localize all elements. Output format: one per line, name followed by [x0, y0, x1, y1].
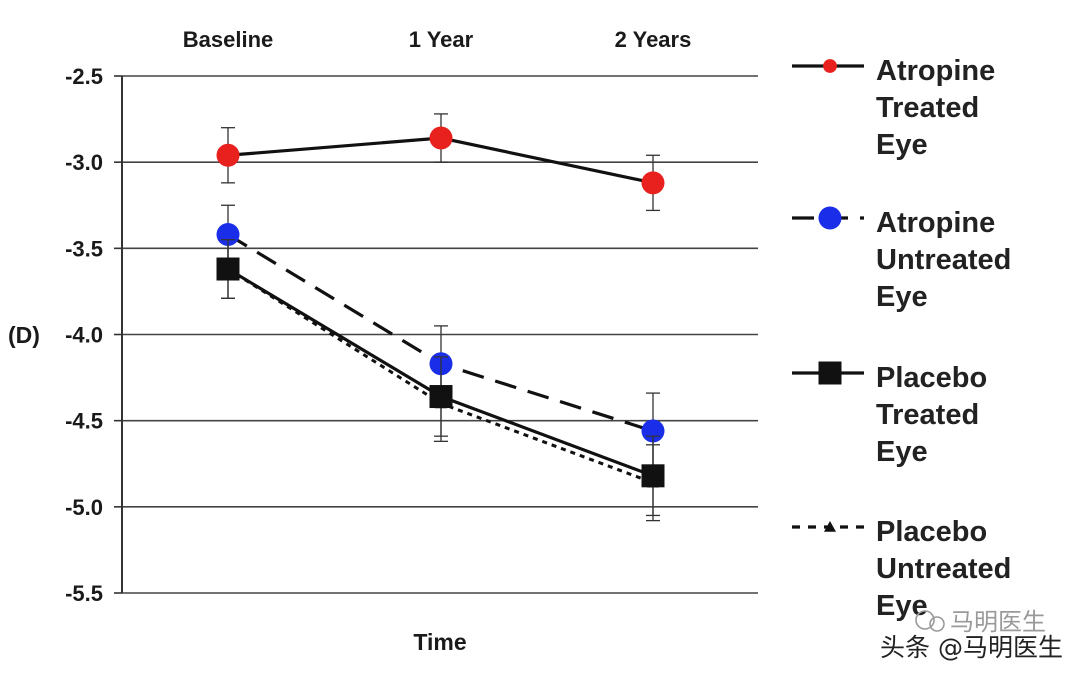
data-point [216, 257, 240, 281]
x-axis-title: Time [413, 629, 466, 655]
legend-item-1: Atropine Untreated Eye [792, 206, 1011, 313]
data-point [429, 126, 453, 150]
data-point [641, 171, 665, 195]
data-point [824, 521, 836, 532]
series-2 [216, 239, 665, 517]
x-tick-labels: Baseline 1 Year 2 Years [183, 27, 692, 52]
watermark-text: 头条 @马明医生 [880, 633, 1063, 662]
watermark-logo-icon [915, 610, 945, 632]
data-point [216, 143, 240, 167]
legend-label: Placebo [876, 516, 987, 548]
data-point [641, 464, 665, 488]
series-0 [216, 113, 665, 212]
y-tick-label: -5.5 [65, 581, 103, 606]
legend: AtropineTreatedEyeAtropineUntreatedEyePl… [792, 55, 1011, 622]
legend-label: Untreated [876, 553, 1011, 585]
watermark-faint-text: 马明医生 [950, 608, 1046, 636]
data-point [823, 59, 837, 73]
legend-label: Placebo [876, 362, 987, 394]
legend-label: Eye [876, 281, 928, 313]
y-tick-label: -4.0 [65, 323, 103, 348]
x-tick-label: 1 Year [409, 27, 474, 52]
series [216, 113, 665, 522]
y-tick-label: -3.5 [65, 236, 103, 261]
legend-label: Eye [876, 590, 928, 622]
y-tick-labels: -2.5 -3.0 -3.5 -4.0 -4.5 -5.0 -5.5 [65, 64, 103, 606]
legend-label: Atropine [876, 207, 995, 239]
watermark: 马明医生 头条 @马明医生 [880, 608, 1063, 662]
y-tick-label: -3.0 [65, 150, 103, 175]
y-tick-label: -4.5 [65, 409, 103, 434]
data-point [429, 385, 453, 409]
legend-label: Eye [876, 436, 928, 468]
data-point [818, 206, 842, 230]
y-axis-title: (D) [8, 322, 40, 348]
legend-label: Treated [876, 92, 979, 124]
legend-label: Eye [876, 129, 928, 161]
legend-item-2: Placebo Treated Eye [792, 361, 987, 468]
legend-item-3: Placebo Untreated Eye [792, 516, 1011, 622]
x-tick-label: Baseline [183, 27, 274, 52]
legend-label: Atropine [876, 55, 995, 87]
y-tick-label: -5.0 [65, 495, 103, 520]
data-point [818, 361, 842, 385]
grid-lines [114, 75, 758, 594]
legend-label: Treated [876, 399, 979, 431]
legend-label: Untreated [876, 244, 1011, 276]
y-tick-label: -2.5 [65, 64, 103, 89]
legend-item-0: Atropine Treated Eye [792, 55, 995, 161]
x-tick-label: 2 Years [615, 27, 692, 52]
